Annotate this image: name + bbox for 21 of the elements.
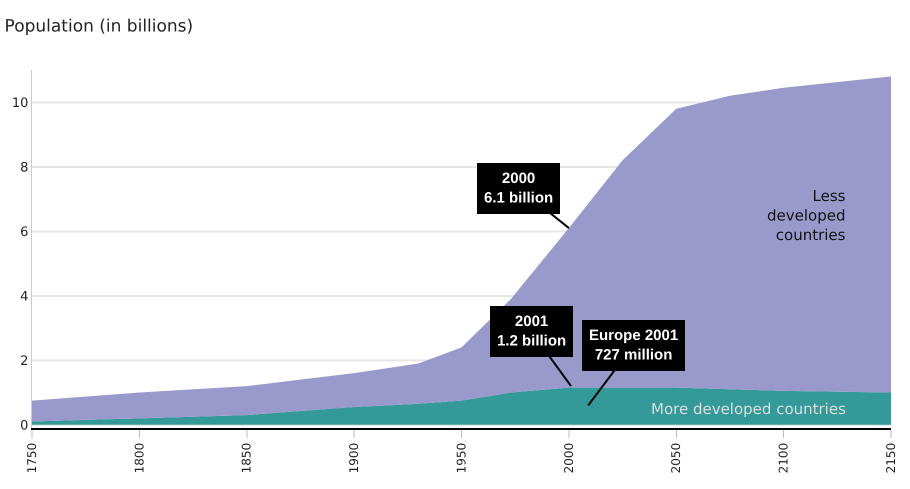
x-tick-label: 2000 [562,442,576,474]
y-tick-label: 6 [20,224,28,240]
x-tick-label: 1950 [454,442,468,474]
annotation: Europe 2001 727 million [589,327,678,364]
chart-title: Population (in billions) [4,16,194,36]
x-tick-label: 1750 [24,442,39,474]
annotation: 2001 1.2 billion [497,313,566,350]
series-label: More developed countries [651,400,846,418]
series-label: Less developed countries [767,187,846,244]
y-tick-label: 8 [20,160,28,176]
x-tick-label: 1850 [240,442,254,474]
y-tick-label: 0 [20,418,28,434]
y-tick-label: 2 [20,354,28,369]
x-tick-label: 1900 [347,442,362,474]
y-tick-label: 10 [12,96,28,111]
x-tick-label: 1800 [132,442,146,474]
x-tick-label: 2100 [776,442,791,474]
y-tick-label: 4 [20,289,28,304]
x-tick-label: 2150 [884,442,898,474]
annotation: 2000 6.1 billion [484,170,554,206]
x-tick-label: 2050 [669,442,684,474]
